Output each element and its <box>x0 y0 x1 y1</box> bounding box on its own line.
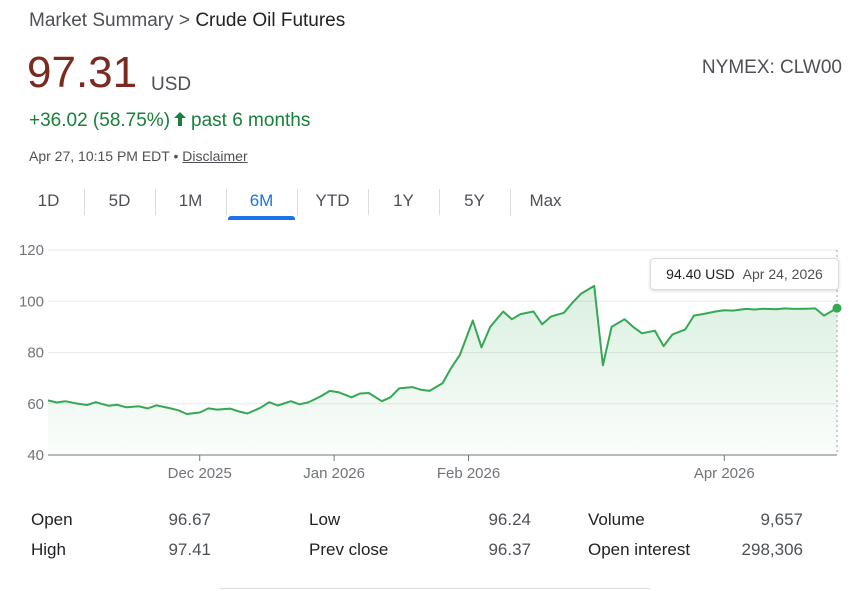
y-tick-label: 120 <box>19 242 44 259</box>
timestamp: Apr 27, 10:15 PM EDT <box>29 148 170 164</box>
stat-volume: Volume 9,657 <box>588 508 803 538</box>
tab-1d[interactable]: 1D <box>37 191 60 210</box>
currency-label: USD <box>151 74 192 95</box>
stat-label: Volume <box>588 510 645 529</box>
stats-column-2: Low 96.24 Prev close 96.37 <box>309 508 531 568</box>
x-tick-label: Dec 2025 <box>168 465 232 482</box>
price-change: +36.02 (58.75%) past 6 months <box>29 110 310 132</box>
y-tick-label: 100 <box>19 293 44 310</box>
breadcrumb-separator: > <box>178 10 191 31</box>
stat-label: Prev close <box>309 540 389 559</box>
y-tick-label: 60 <box>27 396 44 413</box>
stat-low: Low 96.24 <box>309 508 531 538</box>
stat-label: High <box>31 540 66 559</box>
divider <box>220 588 650 589</box>
x-tick-label: Jan 2026 <box>303 465 365 482</box>
stat-label: Low <box>309 510 341 529</box>
stats-column-3: Volume 9,657 Open interest 298,306 <box>588 508 803 568</box>
stat-open-interest: Open interest 298,306 <box>588 538 803 568</box>
tab-max[interactable]: Max <box>510 186 581 220</box>
breadcrumb-parent[interactable]: Market Summary <box>29 10 174 31</box>
chart-tooltip: 94.40 USD Apr 24, 2026 <box>650 258 839 290</box>
stat-value: 97.41 <box>168 540 211 559</box>
stat-value: 96.24 <box>488 510 531 529</box>
price-line <box>47 284 838 415</box>
change-value: +36.02 (58.75%) <box>29 110 171 131</box>
stat-value: 96.67 <box>168 510 211 529</box>
tab-1y[interactable]: 1Y <box>368 186 439 220</box>
tooltip-price: 94.40 USD <box>666 266 735 282</box>
x-tick-label: Feb 2026 <box>437 465 500 482</box>
breadcrumb-current: Crude Oil Futures <box>195 10 346 31</box>
y-tick-label: 80 <box>27 345 44 362</box>
range-tabs: 1D 5D 1M 6M YTD 1Y 5Y Max <box>13 186 581 220</box>
tab-5d[interactable]: 5D <box>84 186 155 220</box>
stats-column-1: Open 96.67 High 97.41 <box>31 508 211 568</box>
stat-high: High 97.41 <box>31 538 211 568</box>
tab-5y[interactable]: 5Y <box>439 186 510 220</box>
price-chart[interactable]: 40 60 80 100 120 Dec 2025 Jan 2026 Feb 2026 Apr … <box>0 236 850 486</box>
tab-ytd[interactable]: YTD <box>297 186 368 220</box>
tab-6m[interactable]: 6M <box>226 186 297 220</box>
timestamp-line: Apr 27, 10:15 PM EDT • Disclaimer <box>29 148 248 164</box>
stat-value: 298,306 <box>741 540 803 559</box>
stat-open: Open 96.67 <box>31 508 211 538</box>
stat-label: Open <box>31 510 73 529</box>
bullet-separator: • <box>173 148 179 164</box>
x-tick-label: Apr 2026 <box>694 465 755 482</box>
current-point <box>832 303 842 313</box>
change-period: past 6 months <box>191 110 311 131</box>
arrow-up-icon <box>174 110 187 132</box>
tooltip-date: Apr 24, 2026 <box>742 266 823 282</box>
current-price: 97.31 <box>27 48 138 97</box>
stat-label: Open interest <box>588 540 691 559</box>
y-tick-label: 40 <box>27 447 44 464</box>
disclaimer-link[interactable]: Disclaimer <box>182 148 248 164</box>
stat-prev-close: Prev close 96.37 <box>309 538 531 568</box>
price-area <box>48 285 837 455</box>
breadcrumb: Market Summary > Crude Oil Futures <box>29 10 345 32</box>
stat-value: 9,657 <box>760 510 803 529</box>
stat-value: 96.37 <box>488 540 531 559</box>
exchange-symbol: NYMEX: CLW00 <box>701 57 842 78</box>
tab-1m[interactable]: 1M <box>155 186 226 220</box>
